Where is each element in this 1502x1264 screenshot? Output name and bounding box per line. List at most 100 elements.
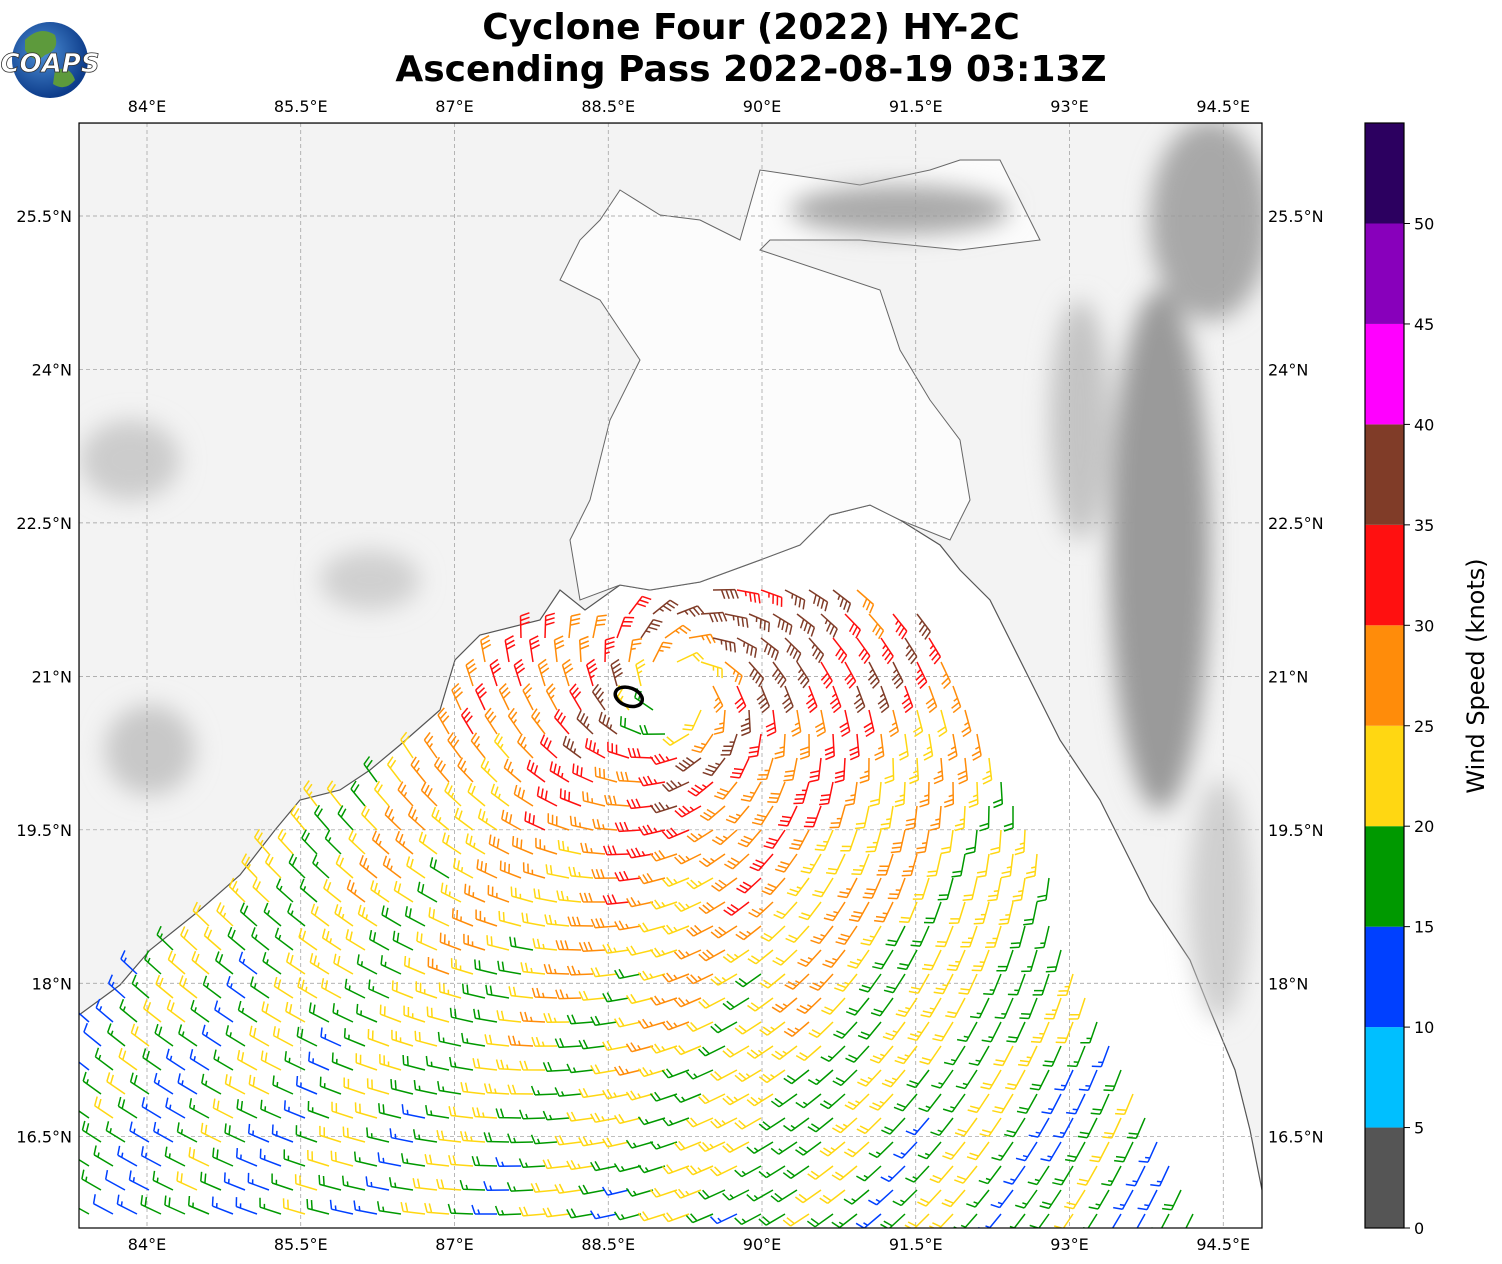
colorbar-segment	[1365, 323, 1404, 425]
wind-barb	[1113, 1189, 1134, 1211]
wind-barb	[391, 980, 414, 999]
wind-barb	[403, 1005, 426, 1023]
wind-barb	[167, 950, 186, 975]
wind-barb	[226, 975, 246, 999]
wind-barb	[152, 1170, 174, 1191]
wind-barb	[759, 1021, 786, 1036]
wind-barb	[106, 1023, 126, 1047]
wind-barb	[824, 733, 835, 761]
colorbar-segment	[1365, 725, 1404, 827]
wind-barb	[847, 949, 870, 969]
lat-label-left: 25.5°N	[16, 207, 72, 226]
wind-barb	[536, 786, 558, 807]
lon-label-top: 88.5°E	[581, 97, 635, 116]
wind-barb	[519, 612, 530, 639]
wind-barb	[164, 1195, 186, 1215]
wind-barb	[829, 805, 846, 829]
wind-barb	[870, 997, 894, 1017]
wind-barb	[722, 1045, 750, 1058]
wind-barb	[626, 847, 654, 859]
wind-barb	[407, 806, 426, 831]
wind-barb	[530, 1134, 558, 1145]
wind-barb	[1111, 1213, 1122, 1228]
lat-label-right: 21°N	[1268, 667, 1308, 686]
wind-barb	[303, 780, 318, 807]
wind-barb	[614, 821, 642, 833]
wind-barb	[566, 1208, 594, 1219]
wind-barb	[614, 920, 642, 931]
wind-barb	[848, 901, 870, 922]
wind-barb	[308, 1051, 330, 1071]
wind-barb	[141, 1097, 162, 1119]
wind-barb	[590, 1015, 618, 1027]
wind-barb	[320, 1027, 342, 1047]
wind-barb	[433, 756, 450, 783]
wind-barb	[425, 1055, 450, 1071]
wind-barb	[424, 1202, 450, 1215]
wind-barb	[831, 1213, 858, 1228]
wind-barb	[785, 925, 810, 943]
wind-barb	[410, 756, 426, 783]
wind-barb	[615, 771, 642, 783]
wind-barb	[475, 909, 498, 927]
wind-barb	[578, 941, 606, 952]
wind-barb	[213, 1049, 234, 1071]
wind-barb	[943, 1045, 966, 1066]
wind-barb	[601, 1186, 630, 1196]
lat-label-left: 19.5°N	[16, 821, 72, 840]
wind-barb	[749, 853, 774, 872]
wind-barb	[770, 1141, 798, 1155]
wind-barb	[342, 1126, 366, 1143]
wind-barb	[1057, 973, 1074, 997]
wind-barb	[946, 949, 966, 971]
wind-barb	[493, 732, 510, 759]
wind-barb	[264, 853, 282, 879]
wind-barb	[610, 658, 624, 687]
wind-barb	[856, 1117, 882, 1135]
wind-barb	[475, 683, 487, 711]
wind-barb	[105, 1121, 126, 1143]
wind-barb	[970, 997, 990, 1019]
wind-barb	[239, 902, 258, 927]
wind-barb	[765, 709, 777, 737]
wind-barb	[904, 805, 918, 831]
wind-barb	[832, 589, 852, 613]
wind-barb	[637, 1018, 666, 1030]
wind-barb	[449, 1056, 474, 1071]
wind-barb	[686, 829, 714, 843]
wind-barb	[904, 637, 918, 665]
colorbar-segment	[1365, 524, 1404, 626]
wind-barb	[448, 1106, 474, 1119]
wind-barb	[451, 908, 474, 927]
wind-barb	[857, 1021, 882, 1040]
wind-barb	[544, 612, 556, 639]
wind-barb	[474, 959, 498, 975]
wind-barb	[809, 973, 834, 991]
wind-barb	[554, 1038, 582, 1049]
wind-barb	[990, 829, 1002, 855]
wind-barb	[377, 1152, 402, 1167]
wind-barb	[898, 733, 909, 761]
wind-barb	[856, 1165, 882, 1182]
wind-barb	[1088, 1189, 1110, 1210]
wind-barb	[746, 1189, 774, 1202]
wind-barb	[759, 973, 786, 989]
wind-barb	[128, 1170, 150, 1191]
wind-barb	[224, 1074, 246, 1095]
colorbar-label: Wind Speed (knots)	[1462, 558, 1490, 793]
wind-barb	[981, 1021, 1002, 1043]
wind-barb	[664, 624, 692, 639]
wind-barb	[423, 731, 438, 759]
wind-barb	[674, 805, 702, 818]
wind-barb	[589, 1210, 618, 1220]
wind-barb	[518, 1158, 546, 1169]
wind-barb	[247, 1123, 270, 1143]
wind-barb	[783, 1069, 810, 1085]
wind-barb	[176, 1122, 198, 1143]
wind-barb	[543, 963, 570, 975]
wind-barb	[178, 1024, 198, 1047]
wind-barb	[531, 987, 558, 999]
wind-barb	[310, 903, 330, 927]
wind-barb	[507, 1084, 534, 1095]
wind-barb	[334, 904, 354, 927]
